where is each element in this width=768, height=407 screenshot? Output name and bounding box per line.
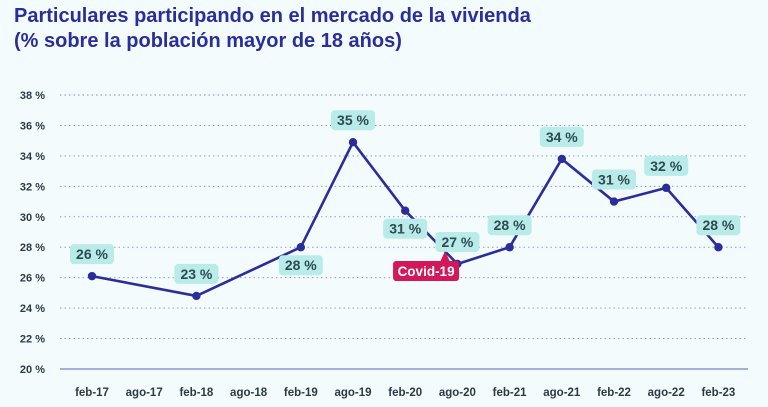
- data-label: 31 %: [598, 172, 630, 188]
- data-label-bg: [644, 155, 689, 176]
- data-label: 28 %: [285, 257, 317, 273]
- data-label: 28 %: [494, 217, 526, 233]
- y-tick-label: 28 %: [20, 242, 45, 254]
- x-tick-label: ago-19: [334, 387, 371, 399]
- y-tick-label: 32 %: [20, 181, 45, 193]
- data-label-bg: [331, 110, 375, 131]
- y-tick-label: 34 %: [20, 151, 45, 163]
- data-label-bg: [383, 218, 428, 239]
- data-label-bg: [278, 255, 323, 276]
- x-tick-label: feb-22: [597, 387, 631, 399]
- x-tick-label: ago-22: [648, 387, 685, 399]
- chart-title-line1: Particulares participando en el mercado …: [14, 5, 531, 27]
- y-tick-label: 36 %: [20, 120, 45, 132]
- data-label-bg: [70, 244, 114, 265]
- data-label-bg: [696, 215, 741, 236]
- data-point: [296, 243, 305, 252]
- data-point: [192, 291, 201, 301]
- x-tick-label: feb-23: [701, 387, 735, 399]
- x-tick-label: feb-17: [75, 387, 109, 399]
- x-tick-label: feb-18: [179, 387, 213, 399]
- x-tick-label: ago-20: [439, 387, 476, 399]
- x-tick-label: feb-20: [388, 387, 422, 399]
- chart-title-line2: (% sobre la población mayor de 18 años): [14, 30, 402, 52]
- data-point: [714, 243, 723, 252]
- y-tick-label: 26 %: [20, 273, 45, 285]
- data-label-bg: [174, 263, 219, 284]
- y-tick-label: 24 %: [20, 303, 45, 315]
- y-tick-label: 30 %: [20, 212, 45, 224]
- data-label: 32 %: [650, 158, 682, 174]
- x-tick-label: feb-21: [493, 387, 527, 399]
- data-point: [662, 183, 671, 193]
- annotation-pointer: [440, 250, 451, 262]
- data-label: 31 %: [389, 221, 421, 237]
- x-tick-label: ago-21: [543, 387, 581, 399]
- data-label: 23 %: [180, 266, 212, 282]
- data-point: [505, 243, 514, 252]
- data-label: 28 %: [702, 217, 734, 233]
- x-tick-label: ago-17: [126, 387, 163, 399]
- y-tick-label: 20 %: [20, 364, 45, 376]
- data-point: [348, 137, 358, 147]
- data-label: 35 %: [337, 112, 369, 128]
- data-label-bg: [435, 231, 480, 252]
- data-label: 27 %: [441, 234, 473, 250]
- x-tick-label: feb-19: [284, 387, 318, 399]
- x-tick-label: ago-18: [230, 387, 268, 399]
- data-label-bg: [487, 215, 532, 236]
- data-label: 26 %: [76, 246, 108, 262]
- data-label-bg: [592, 169, 636, 190]
- data-point: [401, 206, 410, 215]
- data-point: [609, 197, 619, 206]
- y-tick-label: 22 %: [20, 334, 45, 346]
- data-label-bg: [539, 126, 584, 147]
- data-point: [87, 271, 97, 281]
- annotation-bg: [393, 260, 460, 281]
- annotation-label: Covid-19: [398, 264, 455, 279]
- chart-title: Particulares participando en el mercado …: [14, 4, 531, 54]
- y-tick-label: 38 %: [20, 90, 45, 102]
- data-point: [557, 154, 566, 164]
- data-label: 34 %: [546, 129, 578, 145]
